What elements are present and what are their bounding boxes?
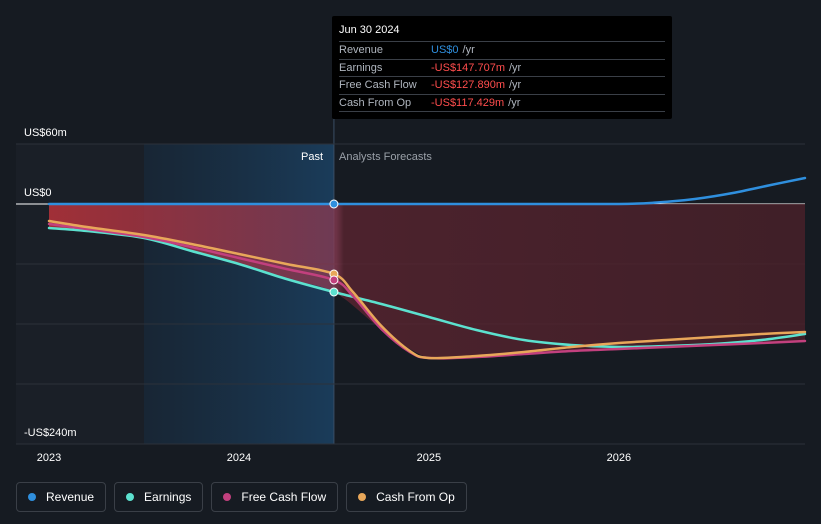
past-label: Past xyxy=(301,151,323,163)
highlight-point-free-cash-flow[interactable] xyxy=(329,275,339,285)
tooltip-row-unit: /yr xyxy=(509,79,522,92)
tooltip-row-label: Free Cash Flow xyxy=(339,79,417,92)
highlight-point-revenue[interactable] xyxy=(329,199,339,209)
x-tick-label: 2025 xyxy=(417,452,441,464)
past-region xyxy=(143,144,334,444)
tooltip-row-label: Revenue xyxy=(339,44,384,57)
tooltip-row-value: US$0 xyxy=(431,44,459,57)
chart-background xyxy=(16,16,335,444)
y-tick-label: US$0 xyxy=(24,187,52,199)
x-tick-label: 2023 xyxy=(37,452,61,464)
tooltip-row-unit: /yr xyxy=(509,61,522,74)
y-tick-label: US$60m xyxy=(24,127,67,139)
tooltip-row-value: -US$117.429m xyxy=(431,96,505,109)
free-cash-flow-dot-icon xyxy=(223,493,232,501)
tooltip-row-cash-from-op: Cash From Op -US$117.429m /yr xyxy=(339,95,665,112)
legend-item-revenue[interactable]: Revenue xyxy=(16,482,107,512)
tooltip-row-value: -US$127.890m xyxy=(431,79,505,92)
x-tick-label: 2024 xyxy=(227,452,251,464)
tooltip: Jun 30 2024 Revenue US$0 /yr Earnings -U… xyxy=(332,16,672,119)
chart-labels: Past Analysts Forecasts US$60m US$0 -US$24… xyxy=(24,127,631,464)
tooltip-row-label: Earnings xyxy=(339,61,383,74)
chart-legend: Revenue Earnings Free Cash Flow Cash Fro… xyxy=(16,482,467,512)
chart-highlight-points xyxy=(329,199,339,297)
tooltip-row-free-cash-flow: Free Cash Flow -US$127.890m /yr xyxy=(339,77,665,95)
negative-area-fill xyxy=(49,204,805,360)
revenue-dot-icon xyxy=(28,493,36,501)
legend-label: Revenue xyxy=(46,490,95,504)
tooltip-row-revenue: Revenue US$0 /yr xyxy=(339,42,665,60)
tooltip-row-unit: /yr xyxy=(462,44,475,57)
highlight-point-earnings[interactable] xyxy=(329,287,339,297)
chart-series xyxy=(47,176,807,360)
legend-label: Free Cash Flow xyxy=(241,490,327,504)
legend-label: Cash From Op xyxy=(376,490,455,504)
tooltip-row-label: Cash From Op xyxy=(339,96,412,109)
legend-label: Earnings xyxy=(144,490,192,504)
tooltip-row-unit: /yr xyxy=(508,96,521,109)
pre-past-region xyxy=(16,144,144,444)
x-tick-label: 2026 xyxy=(607,452,631,464)
legend-item-cash-from-op[interactable]: Cash From Op xyxy=(346,482,467,512)
tooltip-row-earnings: Earnings -US$147.707m /yr xyxy=(339,60,665,77)
tooltip-row-value: -US$147.707m xyxy=(431,61,505,74)
earnings-dot-icon xyxy=(126,493,135,501)
cash-from-op-dot-icon xyxy=(358,493,367,501)
y-tick-label: -US$240m xyxy=(24,427,77,439)
tooltip-date: Jun 30 2024 xyxy=(339,24,665,42)
legend-item-earnings[interactable]: Earnings xyxy=(114,482,204,512)
series-line-cash-from-op xyxy=(47,219,807,360)
series-line-revenue xyxy=(47,176,807,206)
forecast-label: Analysts Forecasts xyxy=(339,151,432,163)
legend-item-free-cash-flow[interactable]: Free Cash Flow xyxy=(211,482,339,512)
earnings-area xyxy=(49,204,805,360)
